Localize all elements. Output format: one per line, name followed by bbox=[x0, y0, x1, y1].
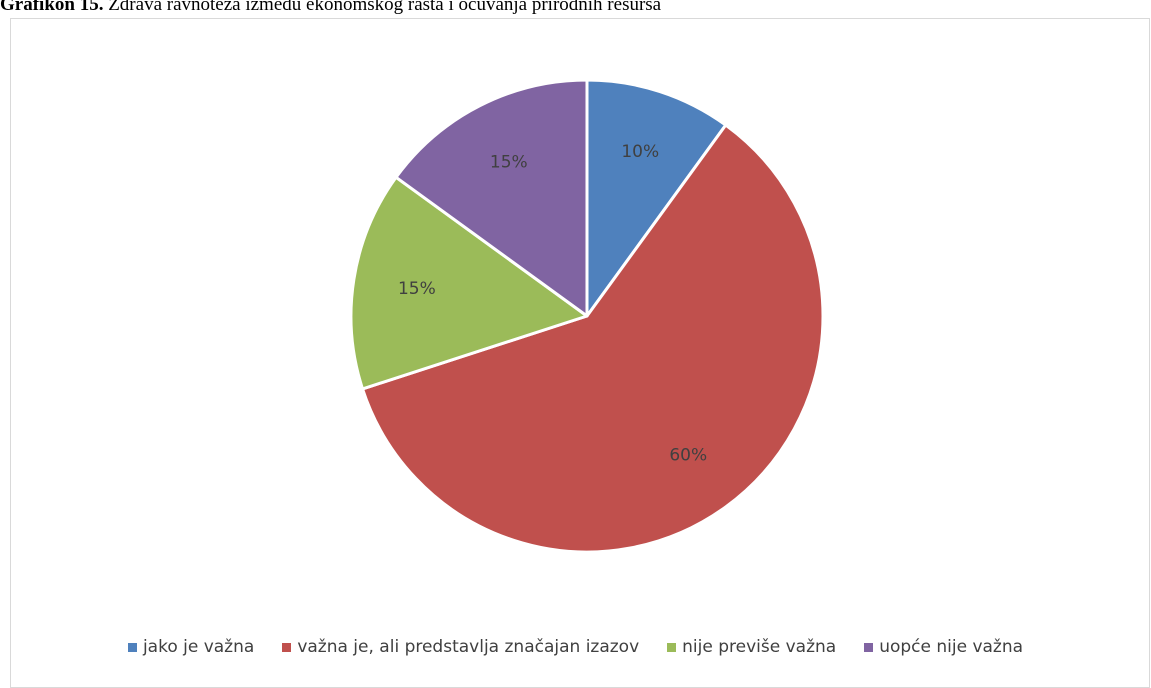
legend-item-uopce-nije-vazna: uopće nije važna bbox=[864, 637, 1023, 657]
legend-item-jako-je-vazna: jako je važna bbox=[127, 637, 255, 657]
legend-label: važna je, ali predstavlja značajan izazo… bbox=[297, 637, 640, 657]
pie-slice-vazna-je-ali-predstavlja-znacajan-izazov bbox=[361, 123, 825, 554]
pie-slice-nije-previse-vazna bbox=[349, 175, 589, 391]
data-label-nije-previse-vazna: 15% bbox=[398, 279, 436, 299]
data-label-jako-je-vazna: 10% bbox=[621, 142, 659, 162]
data-label-uopce-nije-vazna: 15% bbox=[490, 152, 528, 172]
data-label-vazna-je-ali-predstavlja-znacajan-izazov: 60% bbox=[669, 445, 707, 465]
legend-swatch bbox=[282, 642, 292, 652]
pie-slices bbox=[349, 78, 825, 554]
legend-label: jako je važna bbox=[142, 637, 255, 657]
pie-data-labels: 10% 60% 15% 15% bbox=[398, 142, 707, 465]
caption-label: Grafikon 15. bbox=[0, 0, 104, 15]
legend-swatch bbox=[667, 642, 677, 652]
legend-item-vazna-je-ali-predstavlja-znacajan-izazov: važna je, ali predstavlja značajan izazo… bbox=[282, 637, 639, 657]
pie-slice-uopce-nije-vazna bbox=[394, 78, 589, 318]
chart-caption: Grafikon 15. Zdrava ravnoteža između eko… bbox=[0, 0, 1151, 19]
pie-slice-jako-je-vazna bbox=[585, 78, 728, 318]
legend-label: uopće nije važna bbox=[879, 637, 1024, 657]
legend-swatch bbox=[127, 642, 137, 652]
caption-text: Zdrava ravnoteža između ekonomskog rasta… bbox=[103, 0, 662, 15]
legend-label: nije previše važna bbox=[682, 637, 837, 657]
chart-legend: jako je važna važna je, ali predstavlja z… bbox=[0, 632, 1151, 662]
legend-item-nije-previse-vazna: nije previše važna bbox=[667, 637, 836, 657]
legend-swatch bbox=[864, 642, 874, 652]
